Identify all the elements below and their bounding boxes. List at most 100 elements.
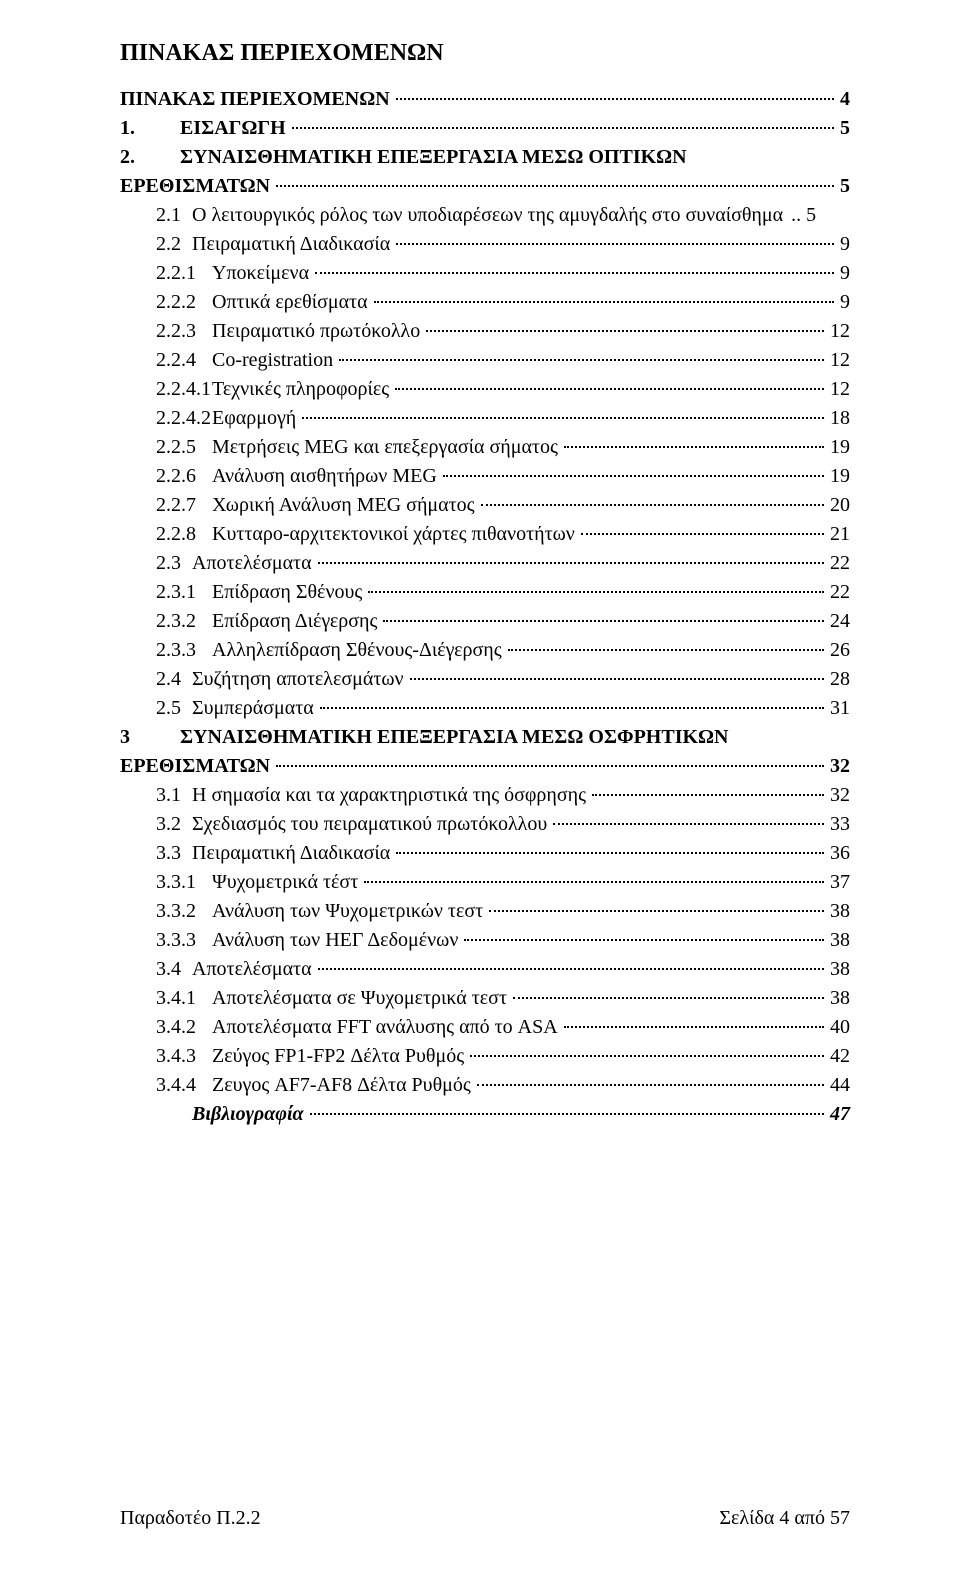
toc-entry-text: Ζευγος AF7-AF8 Δέλτα Ρυθμός	[212, 1071, 475, 1100]
toc-leader-dots	[564, 1026, 824, 1028]
toc-entry: 2.2.2 Οπτικά ερεθίσματα 9	[120, 288, 850, 317]
toc-entry: 2.2.1 Υποκείμενα 9	[120, 259, 850, 288]
toc-entry-text: Αλληλεπίδραση Σθένους-Διέγερσης	[212, 636, 506, 665]
footer-right: Σελίδα 4 από 57	[719, 1507, 850, 1530]
toc-entry-page: 38	[826, 955, 850, 984]
toc-entry: 2.2 Πειραματική Διαδικασία 9	[120, 230, 850, 259]
toc-leader-dots	[310, 1113, 824, 1115]
toc-entry-number: 3	[120, 723, 180, 752]
toc-leader-dots	[318, 968, 824, 970]
toc-entry-text: Επίδραση Διέγερσης	[212, 607, 381, 636]
toc-entry: 2.2.4.1 Τεχνικές πληροφορίες 12	[120, 375, 850, 404]
toc-leader-dots	[368, 591, 824, 593]
toc-entry-text: Κυτταρο-αρχιτεκτονικοί χάρτες πιθανοτήτω…	[212, 520, 579, 549]
toc-entry-page: 40	[826, 1013, 850, 1042]
toc-entry-number: 2.1	[120, 201, 192, 230]
toc-leader-dots	[395, 388, 824, 390]
table-of-contents: ΠΙΝΑΚΑΣ ΠΕΡΙΕΧΟΜΕΝΩΝ 41. ΕΙΣΑΓΩΓΗ 52. ΣΥ…	[120, 85, 850, 1129]
toc-leader-dots	[364, 881, 824, 883]
toc-entry-page: 38	[826, 984, 850, 1013]
toc-leader-dots	[564, 446, 824, 448]
toc-entry-number: 2.2.2	[120, 288, 212, 317]
toc-entry: 3.3.3 Ανάλυση των ΗΕΓ Δεδομένων 38	[120, 926, 850, 955]
toc-entry-page: 32	[826, 752, 850, 781]
toc-leader-dots	[464, 939, 824, 941]
toc-entry-text: Co-registration	[212, 346, 337, 375]
toc-entry-text: Αποτελέσματα σε Ψυχομετρικά τεστ	[212, 984, 511, 1013]
toc-entry-page: 31	[826, 694, 850, 723]
toc-entry-page: 9	[836, 259, 850, 288]
toc-entry: 2.2.3 Πειραματικό πρωτόκολλο 12	[120, 317, 850, 346]
toc-leader-dots	[443, 475, 824, 477]
toc-leader-dots	[302, 417, 824, 419]
toc-leader-dots	[508, 649, 824, 651]
toc-entry-text: Τεχνικές πληροφορίες	[212, 375, 393, 404]
toc-entry-number: 2.	[120, 143, 180, 172]
toc-leader-dots	[410, 678, 824, 680]
toc-entry-page: 36	[826, 839, 850, 868]
toc-leader-dots	[396, 243, 834, 245]
toc-entry-number: 2.2.8	[120, 520, 212, 549]
toc-entry-number: 3.1	[120, 781, 192, 810]
toc-entry-number: 2.4	[120, 665, 192, 694]
toc-entry-page: 37	[826, 868, 850, 897]
toc-entry: 3.4 Αποτελέσματα 38	[120, 955, 850, 984]
toc-entry-page: 4	[836, 85, 850, 114]
toc-entry-text: ΣΥΝΑΙΣΘΗΜΑΤΙΚΗ ΕΠΕΞΕΡΓΑΣΙΑ ΜΕΣΩ ΟΣΦΡΗΤΙΚ…	[180, 723, 733, 752]
toc-entry-number: 3.3.1	[120, 868, 212, 897]
toc-entry-page: 42	[826, 1042, 850, 1071]
toc-entry: 2.2.8 Κυτταρο-αρχιτεκτονικοί χάρτες πιθα…	[120, 520, 850, 549]
toc-entry: 2.2.4.2 Εφαρμογή 18	[120, 404, 850, 433]
toc-entry-number: 2.2.4	[120, 346, 212, 375]
toc-entry: 3.4.3 Ζεύγος FP1-FP2 Δέλτα Ρυθμός 42	[120, 1042, 850, 1071]
toc-entry-continuation: ΕΡΕΘΙΣΜΑΤΩΝ32	[120, 752, 850, 781]
toc-entry-number: 3.4.4	[120, 1071, 212, 1100]
toc-entry: Βιβλιογραφία 47	[120, 1100, 850, 1129]
toc-entry-page: 44	[826, 1071, 850, 1100]
toc-entry: 2.2.6 Ανάλυση αισθητήρων MEG 19	[120, 462, 850, 491]
toc-entry-continuation: ΕΡΕΘΙΣΜΑΤΩΝ5	[120, 172, 850, 201]
toc-leader-dots	[339, 359, 824, 361]
toc-entry: ΠΙΝΑΚΑΣ ΠΕΡΙΕΧΟΜΕΝΩΝ 4	[120, 85, 850, 114]
toc-entry-number: 2.2.5	[120, 433, 212, 462]
toc-entry-page: 12	[826, 346, 850, 375]
toc-entry-page: 22	[826, 549, 850, 578]
toc-entry-text: Εφαρμογή	[212, 404, 300, 433]
toc-entry: 3.4.2 Αποτελέσματα FFT ανάλυσης από το A…	[120, 1013, 850, 1042]
toc-entry-page: 18	[826, 404, 850, 433]
toc-entry-page: 20	[826, 491, 850, 520]
toc-entry-number: 2.5	[120, 694, 192, 723]
toc-leader-dots	[396, 98, 834, 100]
toc-entry-page: 12	[826, 317, 850, 346]
toc-entry-text: Ανάλυση των ΗΕΓ Δεδομένων	[212, 926, 462, 955]
toc-leader-dots	[396, 852, 824, 854]
toc-entry: 2.1 Ο λειτουργικός ρόλος των υποδιαρέσεω…	[120, 201, 850, 230]
toc-entry-text: Ανάλυση αισθητήρων MEG	[212, 462, 441, 491]
toc-entry-text: Αποτελέσματα	[192, 549, 316, 578]
toc-leader-dots	[276, 765, 824, 767]
toc-entry: 2.3.2 Επίδραση Διέγερσης 24	[120, 607, 850, 636]
toc-entry-number: 3.2	[120, 810, 192, 839]
toc-entry-number: 2.2.3	[120, 317, 212, 346]
toc-entry-text: Ψυχομετρικά τέστ	[212, 868, 362, 897]
toc-entry: 2.2.5 Μετρήσεις MEG και επεξεργασία σήμα…	[120, 433, 850, 462]
toc-leader-dots	[513, 997, 824, 999]
toc-leader-dots	[481, 504, 824, 506]
toc-entry: 2.3.1 Επίδραση Σθένους 22	[120, 578, 850, 607]
toc-entry-number: 2.3.1	[120, 578, 212, 607]
toc-entry: 3.4.1 Αποτελέσματα σε Ψυχομετρικά τεστ 3…	[120, 984, 850, 1013]
toc-entry-text: Πειραματική Διαδικασία	[192, 230, 394, 259]
toc-leader-dots	[374, 301, 834, 303]
toc-leader-dots	[315, 272, 834, 274]
toc-entry-number: 2.2.7	[120, 491, 212, 520]
toc-entry-text: ΠΙΝΑΚΑΣ ΠΕΡΙΕΧΟΜΕΝΩΝ	[120, 85, 394, 114]
toc-entry-number: 2.2.1	[120, 259, 212, 288]
toc-entry-text: Ζεύγος FP1-FP2 Δέλτα Ρυθμός	[212, 1042, 468, 1071]
toc-leader-dots	[383, 620, 824, 622]
toc-entry-text: Αποτελέσματα FFT ανάλυσης από το ASA	[212, 1013, 562, 1042]
toc-entry: 2.2.7 Χωρική Ανάλυση MEG σήματος 20	[120, 491, 850, 520]
toc-entry-text: Βιβλιογραφία	[192, 1100, 308, 1129]
toc-entry-number: 2.2.6	[120, 462, 212, 491]
toc-entry-page: 38	[826, 926, 850, 955]
toc-entry: 3.1 Η σημασία και τα χαρακτηριστικά της …	[120, 781, 850, 810]
